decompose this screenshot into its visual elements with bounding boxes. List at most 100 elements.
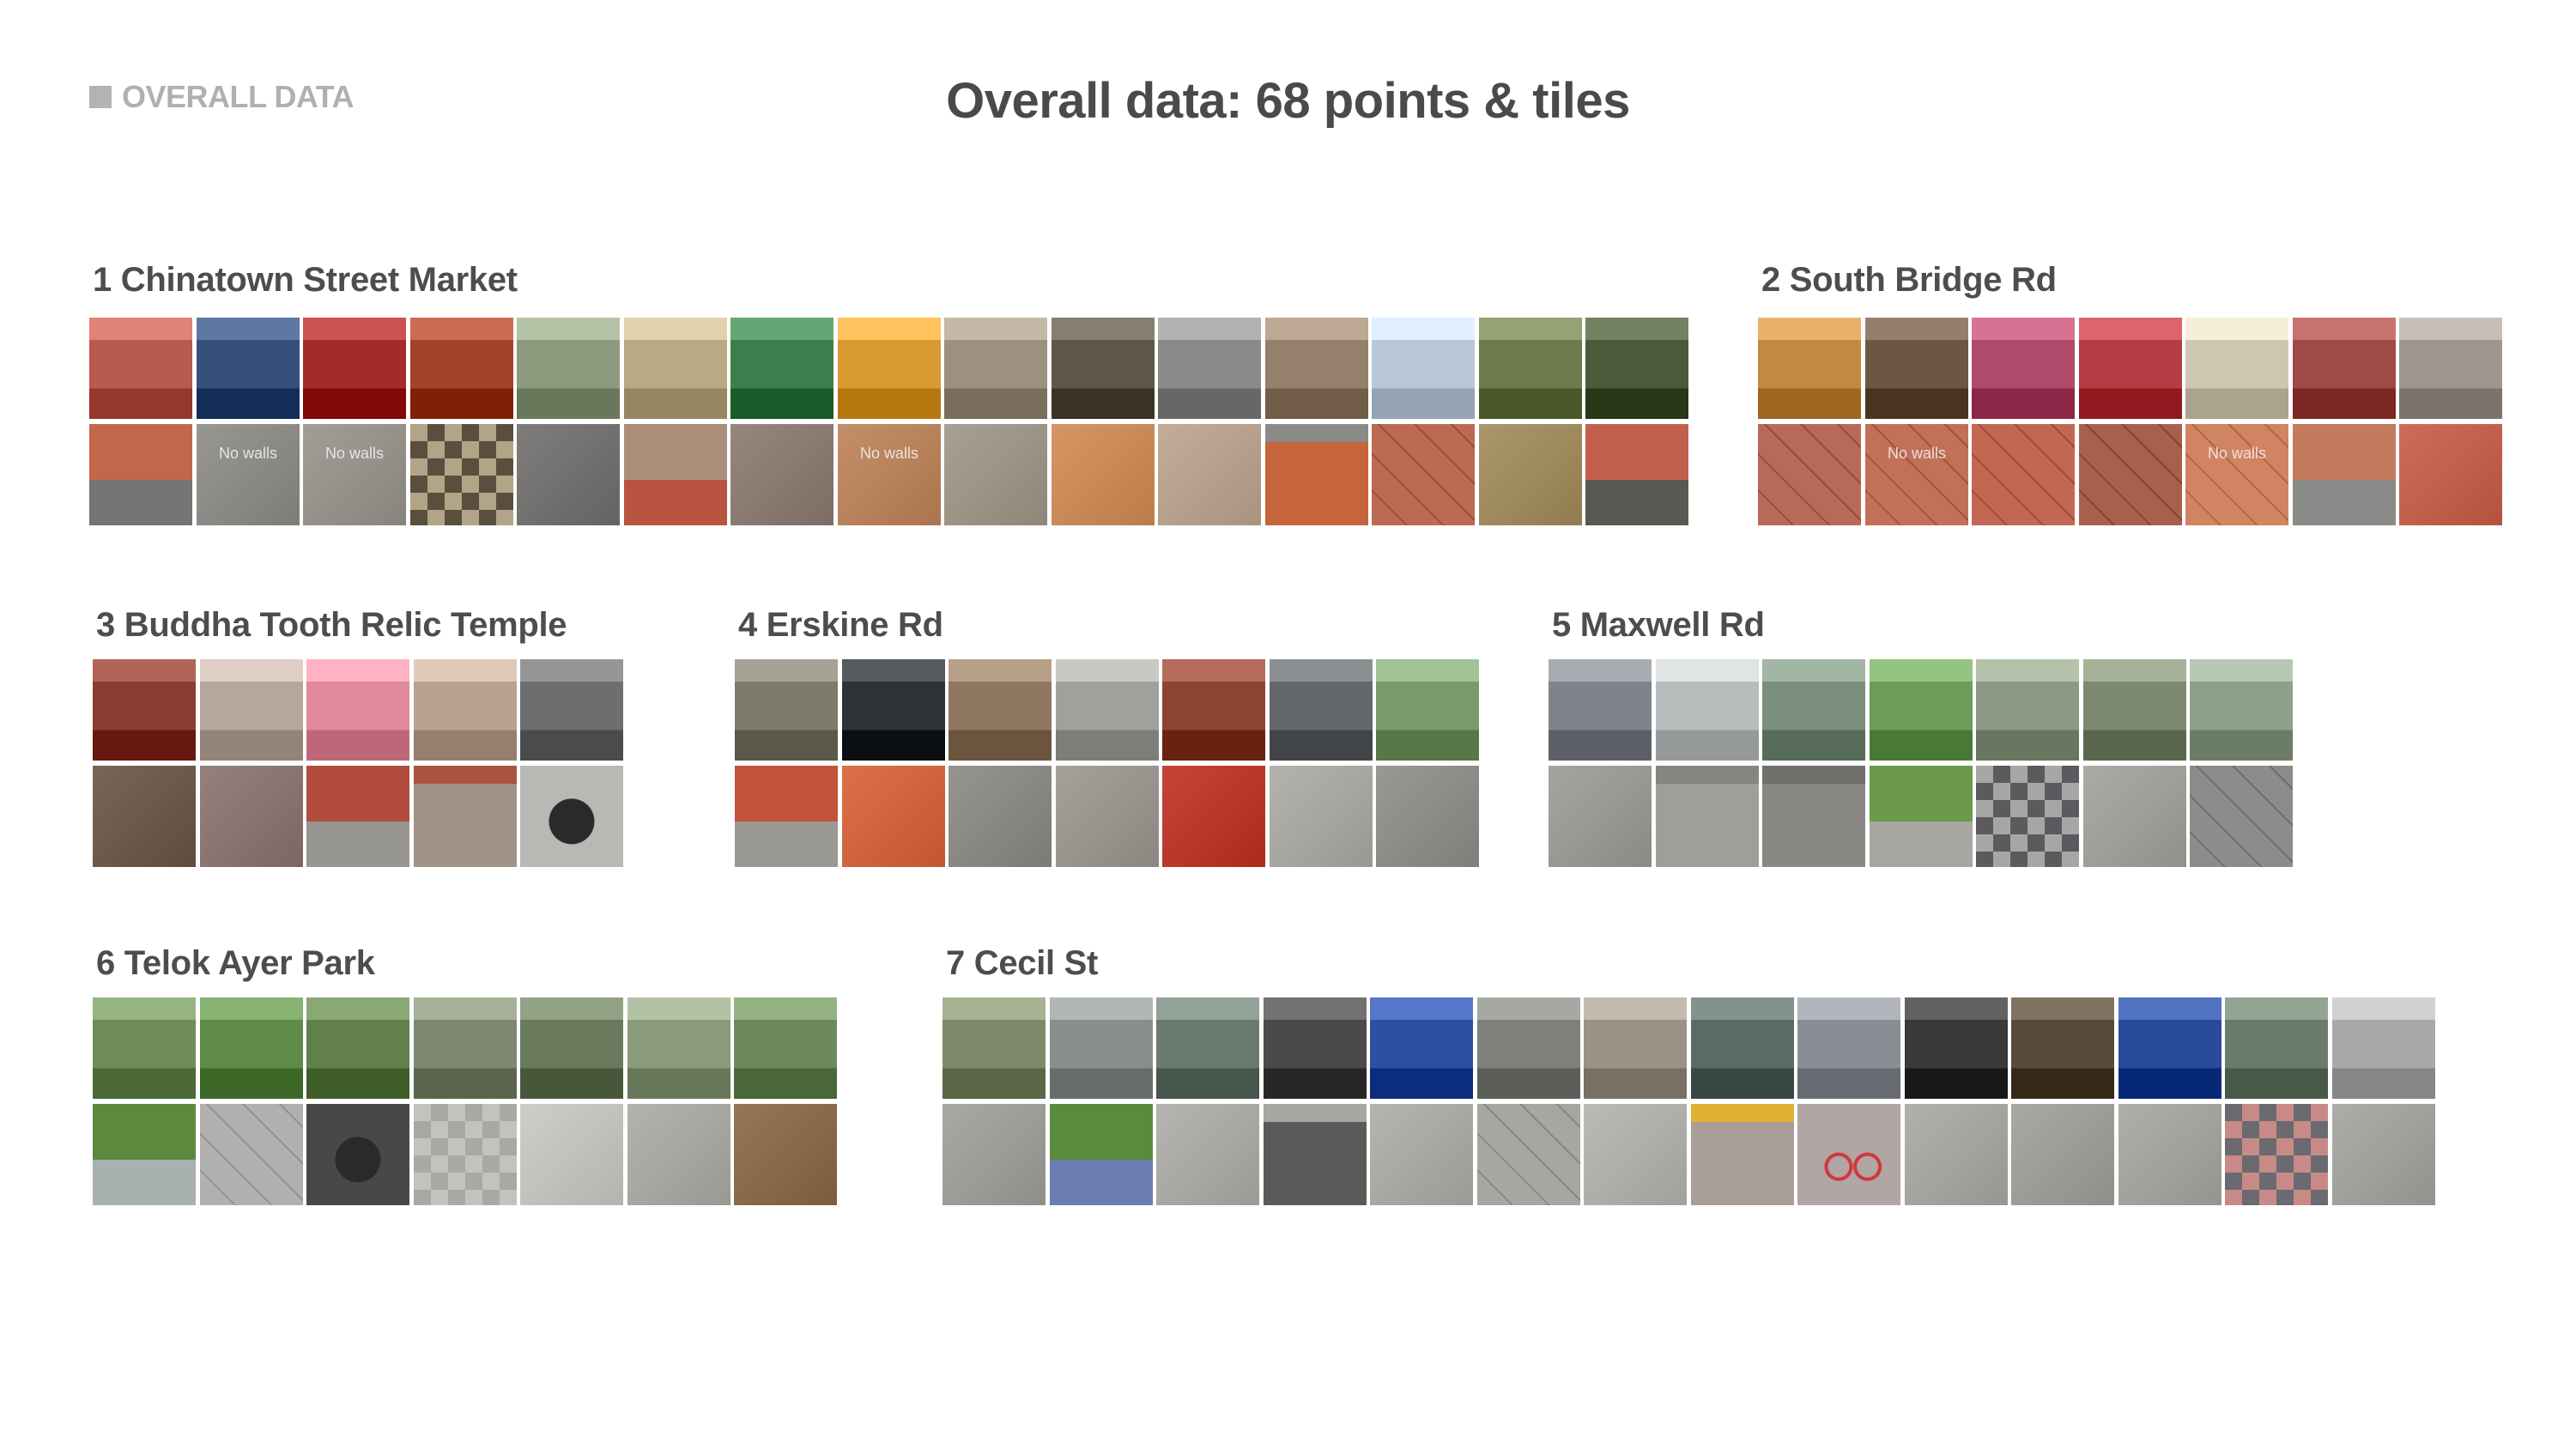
street-photo[interactable] [1265,318,1368,419]
street-photo[interactable] [944,318,1047,419]
pavement-tile-photo[interactable] [1758,424,1861,525]
street-photo[interactable] [1052,318,1155,419]
street-photo[interactable] [943,997,1046,1099]
street-photo[interactable] [1870,659,1973,761]
street-photo[interactable] [414,997,517,1099]
pavement-tile-photo[interactable] [1376,766,1479,867]
pavement-tile-photo[interactable] [730,424,833,525]
pavement-tile-photo[interactable] [2190,766,2293,867]
street-photo[interactable] [1549,659,1652,761]
street-photo[interactable] [89,318,192,419]
street-photo[interactable] [2399,318,2502,419]
street-photo[interactable] [734,997,837,1099]
pavement-tile-photo[interactable] [414,766,517,867]
street-photo[interactable] [1905,997,2008,1099]
pavement-tile-photo[interactable] [1976,766,2079,867]
pavement-tile-photo[interactable] [2079,424,2182,525]
pavement-tile-photo[interactable] [1052,424,1155,525]
pavement-tile-photo[interactable] [306,1104,409,1205]
street-photo[interactable] [1158,318,1261,419]
street-photo[interactable] [93,997,196,1099]
pavement-tile-photo[interactable] [1265,424,1368,525]
pavement-tile-photo[interactable] [93,766,196,867]
pavement-tile-photo[interactable] [1691,1104,1794,1205]
pavement-tile-photo[interactable] [200,1104,303,1205]
pavement-tile-photo[interactable] [734,1104,837,1205]
pavement-tile-photo[interactable] [1797,1104,1900,1205]
pavement-tile-photo[interactable] [624,424,727,525]
pavement-tile-photo[interactable] [2293,424,2396,525]
street-photo[interactable] [627,997,730,1099]
street-photo[interactable] [303,318,406,419]
pavement-tile-photo[interactable] [2399,424,2502,525]
street-photo[interactable] [1477,997,1580,1099]
pavement-tile-photo[interactable] [943,1104,1046,1205]
pavement-tile-photo[interactable] [517,424,620,525]
street-photo[interactable] [306,997,409,1099]
pavement-tile-photo[interactable] [1372,424,1475,525]
pavement-tile-photo[interactable] [89,424,192,525]
pavement-tile-photo[interactable] [1972,424,2075,525]
street-photo[interactable] [1372,318,1475,419]
street-photo[interactable] [306,659,409,761]
pavement-tile-photo[interactable] [1656,766,1759,867]
pavement-tile-photo[interactable] [1905,1104,2008,1205]
pavement-tile-photo[interactable] [1370,1104,1473,1205]
street-photo[interactable] [730,318,833,419]
pavement-tile-photo[interactable]: No walls [2185,424,2288,525]
street-photo[interactable] [2118,997,2221,1099]
street-photo[interactable] [93,659,196,761]
pavement-tile-photo[interactable] [1870,766,1973,867]
pavement-tile-photo[interactable] [2083,766,2186,867]
pavement-tile-photo[interactable] [1762,766,1865,867]
street-photo[interactable] [1758,318,1861,419]
street-photo[interactable] [414,659,517,761]
street-photo[interactable] [1976,659,2079,761]
street-photo[interactable] [2185,318,2288,419]
street-photo[interactable] [1370,997,1473,1099]
street-photo[interactable] [200,997,303,1099]
pavement-tile-photo[interactable] [306,766,409,867]
street-photo[interactable] [1865,318,1968,419]
street-photo[interactable] [949,659,1052,761]
street-photo[interactable] [1376,659,1479,761]
pavement-tile-photo[interactable] [1162,766,1265,867]
street-photo[interactable] [1156,997,1259,1099]
pavement-tile-photo[interactable] [1156,1104,1259,1205]
pavement-tile-photo[interactable] [520,1104,623,1205]
pavement-tile-photo[interactable]: No walls [197,424,300,525]
street-photo[interactable] [624,318,727,419]
street-photo[interactable] [1479,318,1582,419]
pavement-tile-photo[interactable] [93,1104,196,1205]
pavement-tile-photo[interactable] [944,424,1047,525]
pavement-tile-photo[interactable] [2118,1104,2221,1205]
pavement-tile-photo[interactable] [1479,424,1582,525]
pavement-tile-photo[interactable] [949,766,1052,867]
street-photo[interactable] [1162,659,1265,761]
pavement-tile-photo[interactable] [1585,424,1688,525]
pavement-tile-photo[interactable] [735,766,838,867]
street-photo[interactable] [2011,997,2114,1099]
street-photo[interactable] [2079,318,2182,419]
pavement-tile-photo[interactable] [520,766,623,867]
pavement-tile-photo[interactable] [410,424,513,525]
street-photo[interactable] [1656,659,1759,761]
pavement-tile-photo[interactable] [1549,766,1652,867]
pavement-tile-photo[interactable] [627,1104,730,1205]
street-photo[interactable] [1691,997,1794,1099]
street-photo[interactable] [517,318,620,419]
pavement-tile-photo[interactable] [1056,766,1159,867]
street-photo[interactable] [2332,997,2435,1099]
street-photo[interactable] [197,318,300,419]
street-photo[interactable] [2083,659,2186,761]
street-photo[interactable] [2225,997,2328,1099]
pavement-tile-photo[interactable]: No walls [303,424,406,525]
street-photo[interactable] [520,659,623,761]
street-photo[interactable] [410,318,513,419]
pavement-tile-photo[interactable] [414,1104,517,1205]
street-photo[interactable] [1056,659,1159,761]
pavement-tile-photo[interactable]: No walls [1865,424,1968,525]
street-photo[interactable] [838,318,941,419]
pavement-tile-photo[interactable] [1477,1104,1580,1205]
street-photo[interactable] [1762,659,1865,761]
